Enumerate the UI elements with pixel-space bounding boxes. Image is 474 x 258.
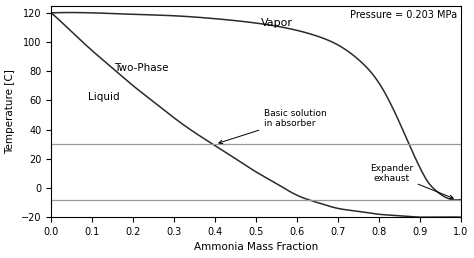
Text: Basic solution
in absorber: Basic solution in absorber (219, 109, 327, 144)
Y-axis label: Temperature [C]: Temperature [C] (6, 69, 16, 154)
Text: Liquid: Liquid (88, 93, 120, 102)
Text: Vapor: Vapor (261, 18, 292, 28)
Text: Two-Phase: Two-Phase (114, 63, 169, 73)
Text: Pressure = 0.203 MPa: Pressure = 0.203 MPa (350, 10, 457, 20)
Text: Expander
exhaust: Expander exhaust (370, 164, 453, 199)
X-axis label: Ammonia Mass Fraction: Ammonia Mass Fraction (194, 243, 318, 252)
